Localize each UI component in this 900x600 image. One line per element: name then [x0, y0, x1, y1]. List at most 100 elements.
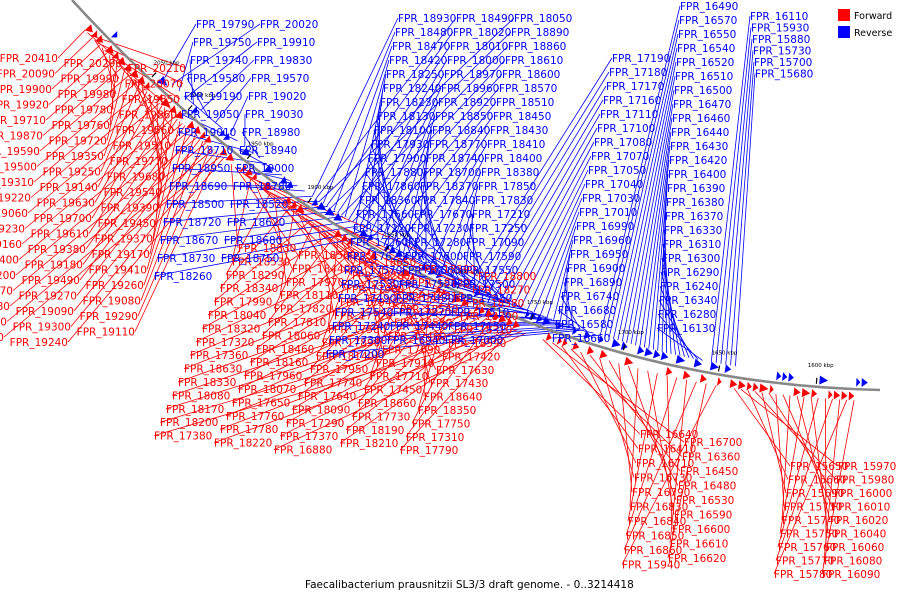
gene-label[interactable]: FPR_19110	[77, 327, 135, 339]
gene-label[interactable]: FPR_19410	[89, 265, 147, 277]
gene-label[interactable]: FPR_18450	[493, 111, 551, 123]
gene-label[interactable]: FPR_19160	[0, 239, 22, 251]
gene-label[interactable]: FPR_18630	[184, 364, 242, 376]
gene-label[interactable]: FPR_19710	[0, 115, 46, 127]
gene-label[interactable]: FPR_18680	[224, 235, 282, 247]
gene-label[interactable]: FPR_19910	[257, 37, 315, 49]
gene-label[interactable]: FPR_17930	[371, 139, 429, 151]
gene-label[interactable]: FPR_18420	[389, 55, 447, 67]
gene-label[interactable]: FPR_17880	[365, 167, 423, 179]
gene-label[interactable]: FPR_17840	[417, 195, 475, 207]
gene-label[interactable]: FPR_17850	[478, 181, 536, 193]
gene-label[interactable]: FPR_18200	[160, 417, 218, 429]
gene-label[interactable]: FPR_16110	[750, 11, 808, 23]
gene-label[interactable]: FPR_19760	[52, 120, 110, 132]
gene-label[interactable]: FPR_17110	[600, 109, 658, 121]
gene-label[interactable]: FPR_17070	[591, 151, 649, 163]
gene-label[interactable]: FPR_18520	[230, 199, 288, 211]
gene-label[interactable]: FPR_16590	[674, 510, 732, 522]
gene-label[interactable]: FPR_18980	[242, 127, 300, 139]
gene-label[interactable]: FPR_19790	[196, 19, 254, 31]
gene-label[interactable]: FPR_18190	[346, 425, 404, 437]
gene-label[interactable]: FPR_18360	[359, 195, 417, 207]
gene-label[interactable]: FPR_18000	[447, 55, 505, 67]
gene-label[interactable]: FPR_18370	[420, 181, 478, 193]
gene-label[interactable]: FPR_19400	[0, 255, 19, 267]
gene-label[interactable]: FPR_19370	[95, 234, 153, 246]
gene-label[interactable]: FPR_18940	[239, 145, 297, 157]
gene-label[interactable]: FPR_19980	[58, 89, 116, 101]
gene-label[interactable]: FPR_17730	[352, 411, 410, 423]
gene-label[interactable]: FPR_18580	[466, 298, 524, 310]
gene-label[interactable]: FPR_16240	[660, 281, 718, 293]
gene-label[interactable]: FPR_17440	[390, 321, 448, 333]
gene-label[interactable]: FPR_19030	[245, 109, 303, 121]
gene-label[interactable]: FPR_17210	[472, 209, 530, 221]
gene-label[interactable]: FPR_16550	[678, 29, 736, 41]
gene-label[interactable]: FPR_18690	[169, 181, 227, 193]
gene-label[interactable]: FPR_15700	[754, 57, 812, 69]
gene-label[interactable]: FPR_19090	[16, 306, 74, 318]
gene-label[interactable]: FPR_17520	[399, 279, 457, 291]
gene-label[interactable]: FPR_19080	[83, 296, 141, 308]
gene-label[interactable]: FPR_19120	[0, 332, 4, 344]
gene-label[interactable]: FPR_19020	[248, 91, 306, 103]
gene-label[interactable]: FPR_17940	[340, 297, 398, 309]
gene-label[interactable]: FPR_16570	[679, 15, 737, 27]
gene-label[interactable]: FPR_17290	[286, 418, 344, 430]
gene-label[interactable]: FPR_17530	[341, 279, 399, 291]
gene-label[interactable]: FPR_19200	[0, 270, 16, 282]
gene-label[interactable]: FPR_19380	[28, 244, 86, 256]
gene-label[interactable]: FPR_16290	[661, 267, 719, 279]
gene-label[interactable]: FPR_16010	[832, 502, 890, 514]
gene-label[interactable]: FPR_16460	[672, 113, 730, 125]
gene-label[interactable]: FPR_16660	[552, 333, 610, 345]
gene-label[interactable]: FPR_15740	[782, 515, 840, 527]
gene-label[interactable]: FPR_19590	[0, 146, 40, 158]
gene-label[interactable]: FPR_16310	[663, 239, 721, 251]
gene-label[interactable]: FPR_16500	[674, 85, 732, 97]
gene-label[interactable]: FPR_17820	[274, 304, 332, 316]
gene-label[interactable]: FPR_15930	[751, 23, 809, 35]
gene-label[interactable]: FPR_19170	[92, 249, 150, 261]
gene-label[interactable]: FPR_18250	[386, 69, 444, 81]
gene-label[interactable]: FPR_17200	[326, 349, 384, 361]
gene-label[interactable]: FPR_19720	[49, 136, 107, 148]
gene-label[interactable]: FPR_16440	[671, 127, 729, 139]
gene-label[interactable]: FPR_19050	[181, 109, 239, 121]
gene-label[interactable]: FPR_17660	[356, 209, 414, 221]
gene-label[interactable]: FPR_17830	[475, 195, 533, 207]
gene-label[interactable]: FPR_18550	[394, 318, 452, 330]
gene-label[interactable]: FPR_16330	[664, 225, 722, 237]
gene-label[interactable]: FPR_19560	[116, 125, 174, 137]
gene-label[interactable]: FPR_19180	[25, 260, 83, 272]
gene-label[interactable]: FPR_16680	[558, 305, 616, 317]
gene-label[interactable]: FPR_18310	[454, 325, 512, 337]
gene-label[interactable]: FPR_17570	[344, 265, 402, 277]
gene-label[interactable]: FPR_19680	[107, 172, 165, 184]
gene-label[interactable]: FPR_17690	[382, 344, 440, 356]
gene-label[interactable]: FPR_17780	[220, 424, 278, 436]
gene-label[interactable]: FPR_17900	[368, 153, 426, 165]
gene-label[interactable]: FPR_18840	[432, 125, 490, 137]
gene-label[interactable]: FPR_16380	[666, 197, 724, 209]
gene-label[interactable]: FPR_16390	[667, 183, 725, 195]
gene-label[interactable]: FPR_17240	[332, 321, 390, 333]
gene-label[interactable]: FPR_16360	[682, 452, 740, 464]
gene-label[interactable]: FPR_19350	[46, 151, 104, 163]
gene-label[interactable]: FPR_20290	[64, 58, 122, 70]
gene-label[interactable]: FPR_15750	[780, 529, 838, 541]
gene-label[interactable]: FPR_18170	[166, 404, 224, 416]
gene-label[interactable]: FPR_19780	[55, 105, 113, 117]
gene-label[interactable]: FPR_17510	[451, 307, 509, 319]
gene-label[interactable]: FPR_18830	[238, 243, 296, 255]
gene-label[interactable]: FPR_19270	[19, 291, 77, 303]
gene-label[interactable]: FPR_18720	[163, 217, 221, 229]
gene-label[interactable]: FPR_18490	[456, 13, 514, 25]
gene-label[interactable]: FPR_17080	[594, 137, 652, 149]
gene-label[interactable]: FPR_19870	[0, 131, 43, 143]
gene-label[interactable]: FPR_18070	[238, 384, 296, 396]
gene-label[interactable]: FPR_19770	[110, 156, 168, 168]
gene-label[interactable]: FPR_16940	[387, 335, 445, 347]
gene-label[interactable]: FPR_16450	[680, 466, 738, 478]
